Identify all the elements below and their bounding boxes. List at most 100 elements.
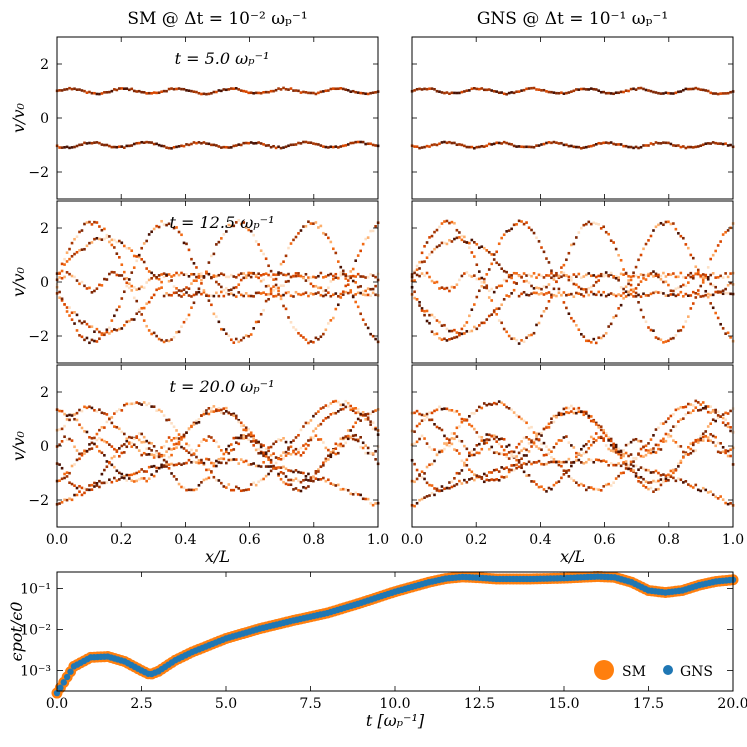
- density-cell: [622, 273, 625, 276]
- density-cell: [714, 141, 717, 145]
- density-cell: [649, 89, 653, 93]
- density-cell: [729, 454, 732, 458]
- density-cell: [460, 327, 464, 331]
- density-cell: [332, 451, 335, 454]
- density-cell: [264, 257, 268, 261]
- density-cell: [105, 330, 109, 334]
- density-cell: [477, 289, 481, 293]
- density-cell: [599, 428, 603, 432]
- density-cell: [420, 475, 424, 479]
- density-cell: [580, 293, 583, 296]
- density-cell: [75, 329, 79, 332]
- density-cell: [264, 453, 268, 456]
- density-cell: [490, 262, 494, 266]
- density-cell: [455, 435, 459, 438]
- density-cell: [73, 484, 76, 487]
- density-cell: [63, 257, 66, 261]
- density-cell: [721, 498, 725, 501]
- density-cell: [622, 287, 625, 291]
- density-cell: [58, 428, 61, 431]
- density-cell: [294, 487, 298, 490]
- density-cell: [60, 409, 64, 413]
- density-cell: [694, 449, 698, 452]
- density-cell: [371, 503, 375, 507]
- density-cell: [344, 436, 348, 440]
- phase-panel-gns-2: [410, 200, 735, 364]
- density-cell: [652, 143, 655, 146]
- density-cell: [125, 439, 129, 443]
- density-cell: [575, 324, 578, 327]
- density-cell: [696, 87, 700, 91]
- density-cell: [317, 274, 320, 278]
- density-cell: [609, 239, 613, 242]
- density-cell: [517, 342, 521, 345]
- density-cell: [726, 91, 730, 95]
- density-cell: [302, 90, 305, 94]
- density-cell: [371, 291, 375, 295]
- density-cell: [78, 408, 81, 412]
- density-cell: [677, 144, 680, 147]
- density-cell: [339, 442, 343, 446]
- density-cell: [602, 273, 606, 276]
- density-cell: [532, 231, 536, 235]
- density-cell: [719, 495, 722, 498]
- density-cell: [225, 230, 228, 233]
- density-cell: [619, 464, 623, 468]
- x-axis-label: x/L: [205, 547, 230, 566]
- density-cell: [604, 271, 608, 274]
- density-cell: [505, 230, 508, 233]
- density-cell: [351, 407, 355, 410]
- density-cell: [609, 141, 613, 144]
- density-cell: [269, 89, 273, 93]
- density-cell: [550, 90, 553, 94]
- density-cell: [120, 327, 124, 330]
- density-cell: [443, 487, 446, 491]
- density-cell: [137, 402, 141, 405]
- density-cell: [497, 284, 501, 288]
- density-cell: [215, 291, 218, 295]
- density-cell: [689, 271, 693, 275]
- density-cell: [512, 455, 516, 458]
- density-cell: [118, 471, 121, 475]
- density-cell: [669, 142, 673, 146]
- density-cell: [657, 471, 660, 475]
- density-cell: [108, 90, 111, 94]
- density-cell: [582, 275, 586, 278]
- density-cell: [137, 432, 141, 435]
- density-cell: [430, 492, 434, 495]
- density-cell: [127, 246, 131, 250]
- density-cell: [279, 271, 283, 275]
- density-cell: [485, 478, 489, 482]
- density-cell: [482, 88, 486, 92]
- density-cell: [312, 414, 315, 418]
- density-cell: [269, 269, 273, 273]
- density-cell: [492, 258, 496, 261]
- density-cell: [150, 405, 153, 408]
- density-cell: [322, 231, 325, 235]
- density-cell: [550, 141, 553, 145]
- density-cell: [322, 419, 325, 422]
- density-cell: [100, 411, 104, 415]
- density-cell: [495, 440, 499, 443]
- density-cell: [60, 297, 64, 301]
- density-cell: [180, 295, 183, 298]
- density-cell: [287, 448, 290, 451]
- density-cell: [125, 281, 129, 285]
- density-cell: [622, 452, 625, 456]
- density-cell: [699, 284, 703, 288]
- density-cell: [622, 448, 625, 452]
- density-cell: [423, 414, 426, 417]
- density-cell: [552, 274, 556, 278]
- density-cell: [567, 411, 571, 415]
- gns-point: [67, 668, 74, 675]
- density-cell: [592, 221, 596, 225]
- density-cell: [689, 442, 693, 445]
- density-cell: [495, 402, 499, 406]
- density-cell: [122, 476, 126, 480]
- density-cell: [435, 453, 439, 457]
- density-cell: [105, 413, 109, 416]
- density-cell: [249, 440, 253, 443]
- density-cell: [652, 275, 655, 278]
- density-cell: [160, 465, 163, 469]
- density-cell: [413, 89, 416, 92]
